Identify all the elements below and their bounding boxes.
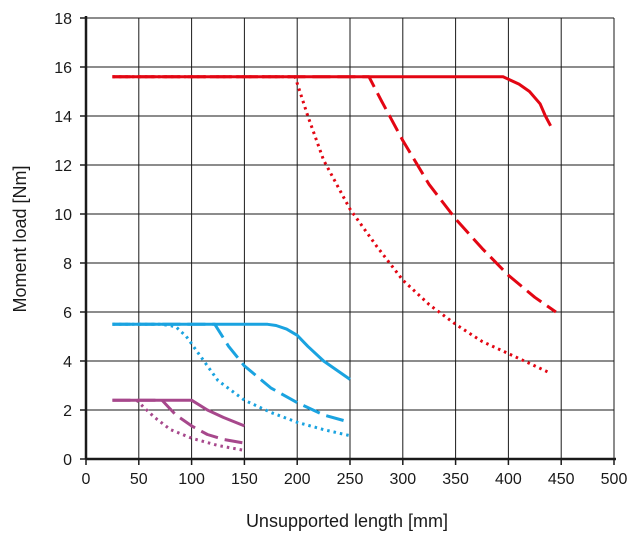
y-tick-label: 4 [63, 354, 72, 371]
y-tick-label: 2 [63, 403, 72, 420]
x-tick-label: 350 [442, 471, 469, 488]
x-tick-label: 200 [284, 471, 311, 488]
grid [85, 17, 615, 460]
y-tick-label: 8 [63, 256, 72, 273]
y-tick-label: 6 [63, 305, 72, 322]
y-tick-labels: 0 2 4 6 8 10 12 14 16 18 [54, 11, 72, 469]
x-tick-labels: 0 50 100 150 200 250 300 350 400 450 500 [82, 471, 628, 488]
x-axis-title: Unsupported length [mm] [246, 511, 448, 531]
series-line-1 [112, 75, 552, 127]
series-line-7 [112, 398, 245, 428]
series-group [112, 75, 557, 452]
series-line-4 [112, 322, 351, 381]
x-tick-label: 400 [495, 471, 522, 488]
x-tick-label: 450 [548, 471, 575, 488]
series-line-2 [112, 75, 557, 314]
x-tick-label: 50 [130, 471, 148, 488]
x-tick-label: 0 [82, 471, 91, 488]
y-tick-label: 10 [54, 207, 72, 224]
x-tick-label: 300 [389, 471, 416, 488]
y-tick-label: 12 [54, 158, 72, 175]
y-tick-label: 18 [54, 11, 72, 28]
axes [80, 16, 616, 465]
y-axis-title: Moment load [Nm] [10, 165, 30, 312]
x-tick-label: 150 [231, 471, 258, 488]
x-tick-label: 100 [178, 471, 205, 488]
y-tick-label: 16 [54, 60, 72, 77]
x-tick-label: 500 [601, 471, 628, 488]
x-tick-label: 250 [337, 471, 364, 488]
y-tick-label: 14 [54, 109, 72, 126]
series-line-5 [112, 322, 351, 424]
y-tick-label: 0 [63, 452, 72, 469]
series-line-8 [112, 398, 245, 445]
